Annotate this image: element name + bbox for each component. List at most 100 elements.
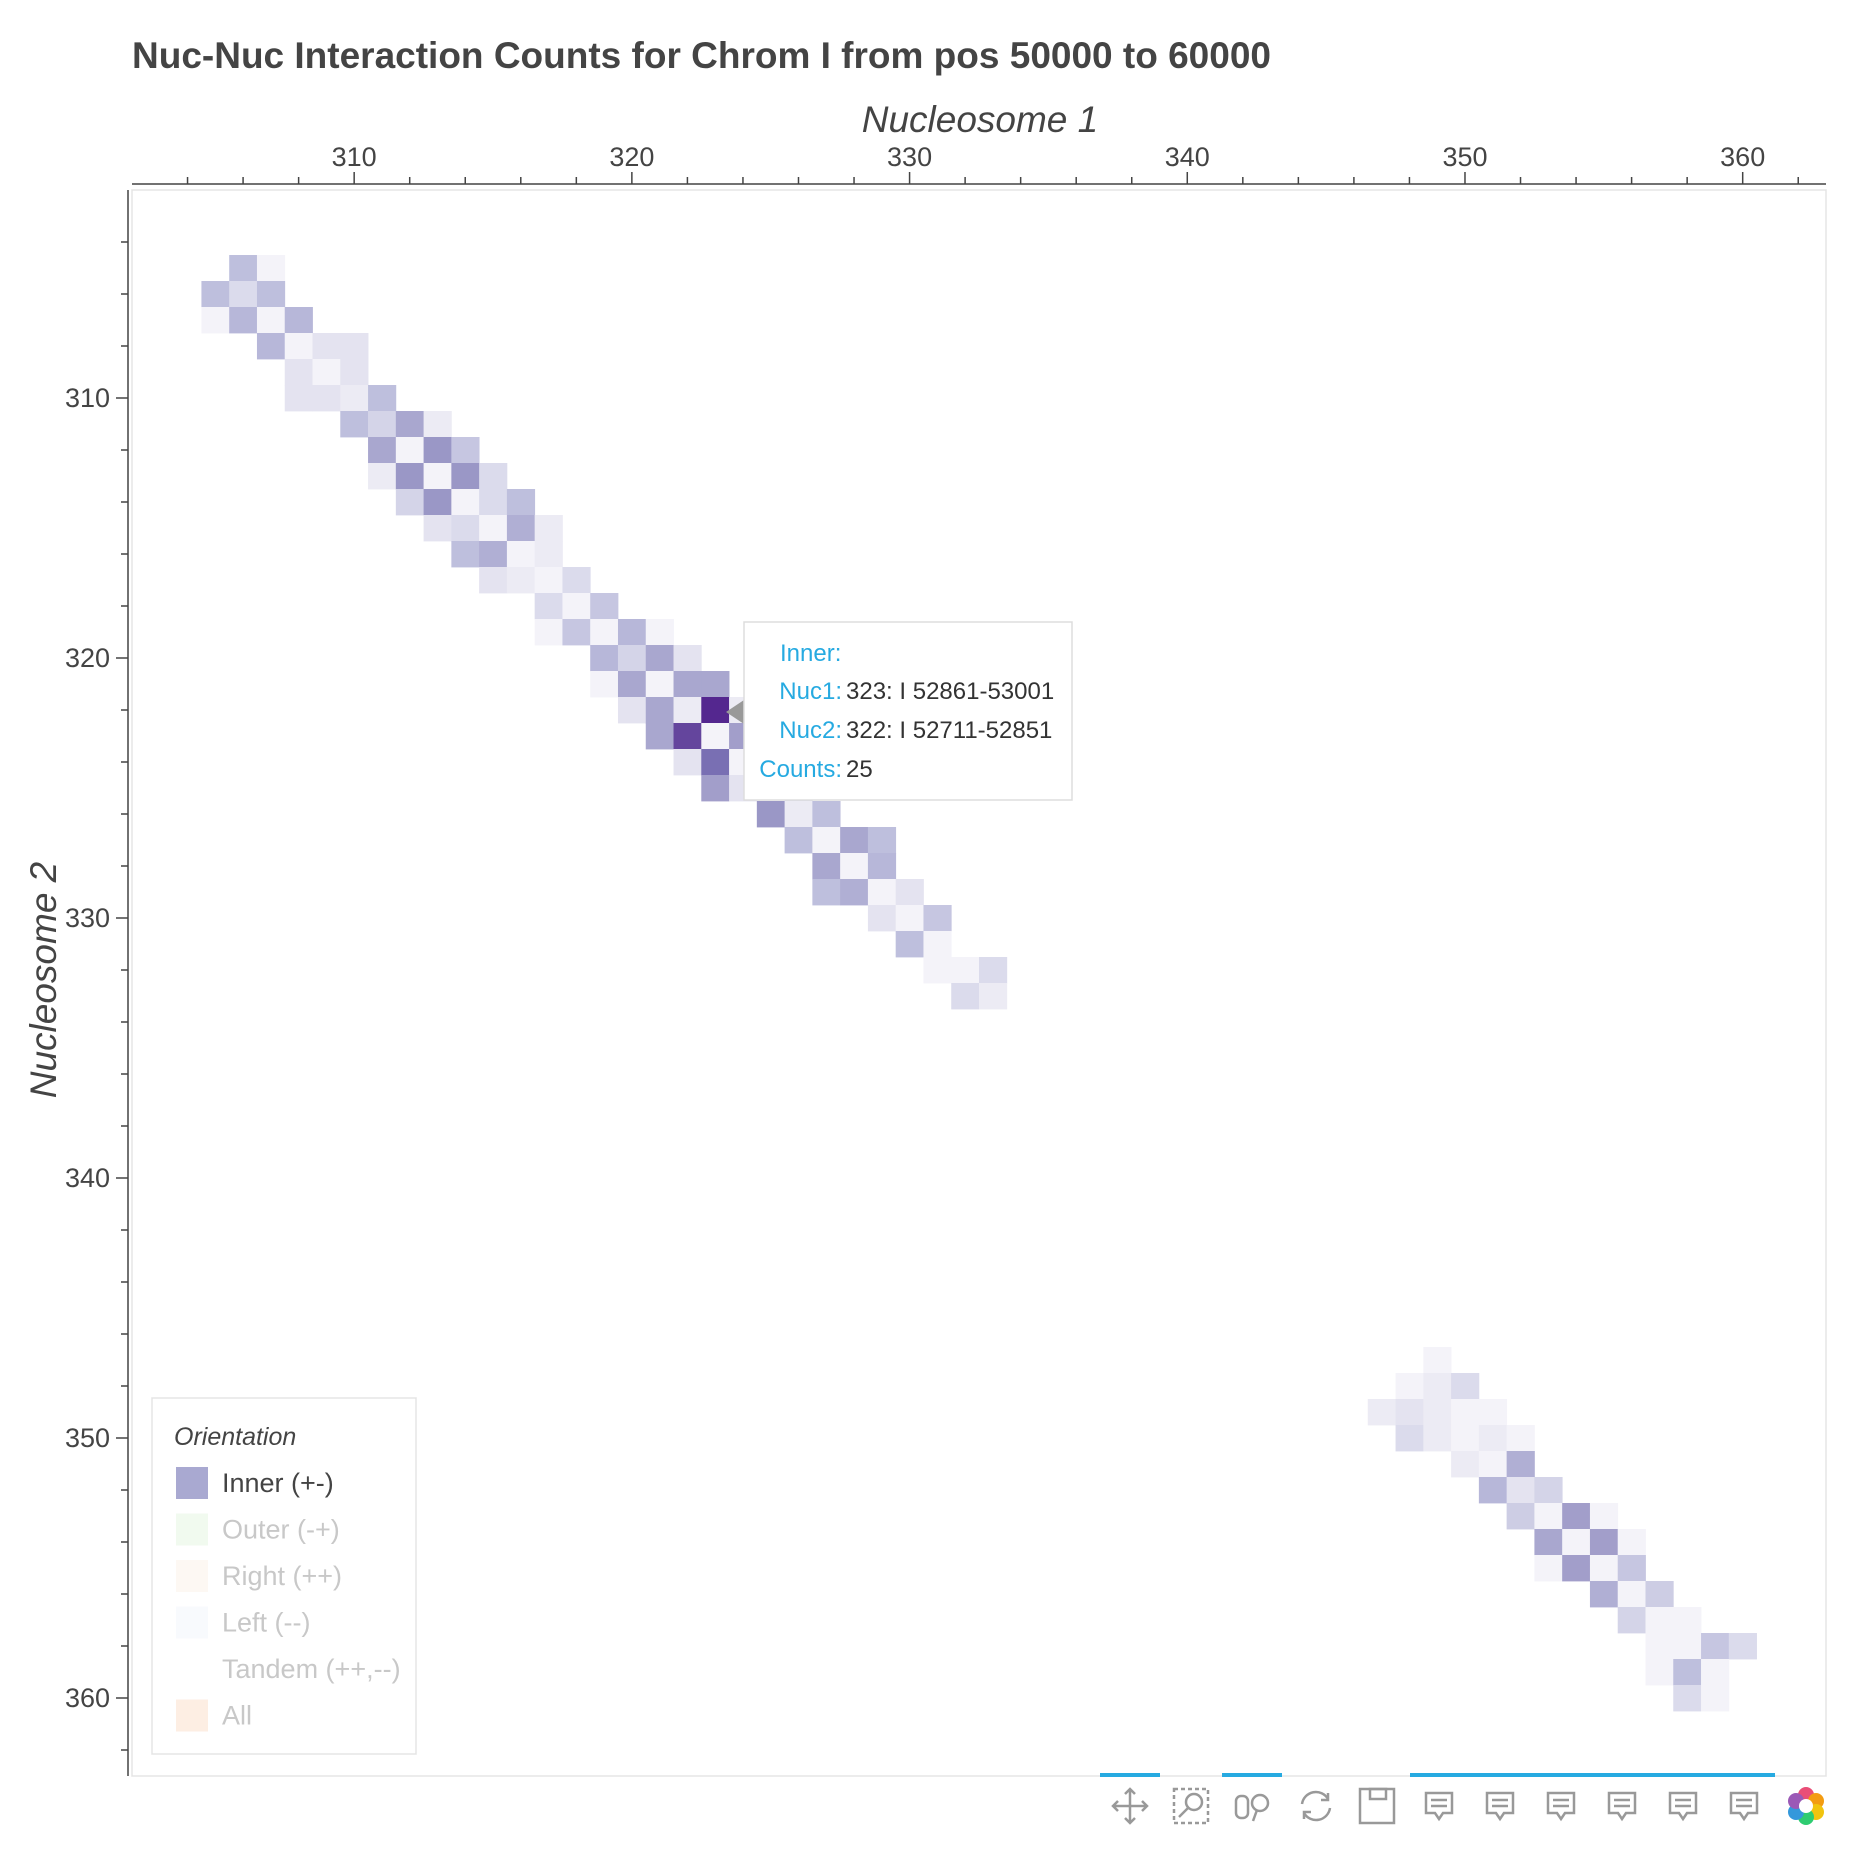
- heatmap-cell: [1451, 1425, 1480, 1452]
- y-tick-label: 330: [65, 903, 110, 933]
- heatmap-cell: [951, 957, 980, 984]
- box-zoom-icon[interactable]: [1172, 1787, 1210, 1825]
- heatmap-cell: [645, 619, 674, 646]
- hover-icon[interactable]: [1424, 1791, 1454, 1822]
- tooltip-box: [743, 621, 1073, 801]
- legend-item[interactable]: Outer (-+): [176, 1513, 340, 1546]
- tooltip-pointer: [726, 700, 744, 724]
- heatmap-cell: [451, 489, 480, 516]
- toolbar: [1100, 1773, 1824, 1825]
- heatmap-cell: [645, 697, 674, 724]
- legend-item[interactable]: Tandem (++,--): [176, 1653, 401, 1685]
- heatmap-cell: [1506, 1477, 1535, 1504]
- heatmap-cell: [1589, 1503, 1619, 1530]
- hover-icon[interactable]: [1607, 1791, 1637, 1822]
- tooltip-heading: Inner:: [780, 640, 841, 667]
- heatmap-cell: [617, 645, 647, 672]
- hover-icon[interactable]: [1729, 1791, 1759, 1822]
- heatmap-cell: [201, 281, 230, 308]
- heatmap-cell: [340, 333, 369, 360]
- heatmap-cell: [590, 671, 619, 698]
- hover-icon[interactable]: [1668, 1791, 1698, 1822]
- heatmap-cell: [617, 619, 647, 646]
- heatmap-cell: [368, 411, 397, 438]
- heatmap-cell: [1395, 1399, 1424, 1426]
- heatmap-cell: [256, 281, 286, 308]
- hover-icon[interactable]: [1546, 1791, 1576, 1822]
- y-tick-label: 350: [65, 1423, 110, 1453]
- heatmap-cell: [701, 697, 730, 724]
- heatmap-cell: [617, 671, 647, 698]
- heatmap-cell: [1728, 1633, 1757, 1660]
- heatmap-cell: [1423, 1399, 1452, 1426]
- heatmap-cell: [395, 411, 424, 438]
- heatmap-cell: [506, 515, 536, 542]
- wheel-zoom-icon[interactable]: [1234, 1793, 1270, 1822]
- legend-swatch: [176, 1560, 208, 1592]
- heatmap-cell: [479, 541, 508, 568]
- legend-swatch: [176, 1513, 208, 1546]
- legend-item[interactable]: All: [176, 1699, 252, 1732]
- hover-icon[interactable]: [1485, 1791, 1515, 1822]
- save-icon[interactable]: [1358, 1787, 1396, 1825]
- heatmap-cell: [784, 801, 813, 828]
- heatmap-cell: [534, 515, 563, 542]
- hover-tooltip: Inner: Nuc1: 323: I 52861-53001 Nuc2: 32…: [726, 621, 1073, 801]
- heatmap-cell: [1673, 1633, 1702, 1660]
- heatmap-cell: [1534, 1503, 1563, 1530]
- legend-label: Outer (-+): [222, 1515, 340, 1545]
- heatmap-cell: [1478, 1477, 1508, 1504]
- tooltip-counts-value: 25: [846, 756, 873, 783]
- legend-item[interactable]: Inner (+-): [176, 1467, 334, 1499]
- x-tick-label: 310: [332, 142, 377, 172]
- heatmap-cell: [368, 437, 397, 464]
- tooltip-counts-label: Counts:: [759, 756, 842, 783]
- heatmap-cell: [395, 437, 424, 464]
- tooltip-nuc2-label: Nuc2:: [779, 717, 842, 744]
- heatmap-cell: [1367, 1399, 1396, 1426]
- heatmap-cell: [673, 645, 702, 672]
- pan-icon[interactable]: [1111, 1787, 1149, 1825]
- heatmap-cell: [923, 931, 952, 958]
- heatmap-cell: [479, 489, 508, 516]
- heatmap-cell: [1562, 1529, 1591, 1556]
- heatmap-cell: [1645, 1607, 1674, 1634]
- heatmap-cell: [1701, 1659, 1730, 1686]
- legend-item[interactable]: Right (++): [176, 1560, 342, 1592]
- heatmap-cell: [867, 905, 897, 932]
- y-tick-label: 360: [65, 1683, 110, 1713]
- heatmap-cell: [673, 749, 702, 776]
- active-drag-indicator: [1100, 1773, 1160, 1777]
- heatmap-cell: [312, 333, 341, 360]
- heatmap-cell: [506, 489, 536, 516]
- heatmap-cell: [340, 359, 369, 386]
- tooltip-nuc1-value: 323: I 52861-53001: [846, 678, 1054, 705]
- bokeh-logo[interactable]: [1788, 1787, 1824, 1825]
- legend-swatch: [176, 1699, 208, 1732]
- heatmap-cell: [1617, 1581, 1646, 1608]
- heatmap-cell: [1562, 1555, 1591, 1582]
- heatmap-cell: [506, 567, 536, 594]
- heatmap-cell: [229, 307, 258, 334]
- x-tick-label: 360: [1720, 142, 1765, 172]
- x-tick-label: 330: [887, 142, 932, 172]
- heatmap-cell: [923, 957, 952, 984]
- reset-icon[interactable]: [1300, 1790, 1332, 1822]
- heatmap-cell: [229, 281, 258, 308]
- legend-item[interactable]: Left (--): [176, 1606, 311, 1639]
- heatmap-cell: [312, 359, 341, 386]
- heatmap-cell: [423, 411, 452, 438]
- chart-title: Nuc-Nuc Interaction Counts for Chrom I f…: [132, 35, 1271, 76]
- tooltip-nuc1-label: Nuc1:: [779, 678, 842, 705]
- heatmap-cell: [1589, 1555, 1619, 1582]
- heatmap-cell: [590, 645, 619, 672]
- heatmap-cell: [534, 593, 563, 620]
- heatmap-cell: [423, 437, 452, 464]
- heatmap-cell: [1423, 1373, 1452, 1400]
- heatmap-cell: [701, 749, 730, 776]
- legend-label: Right (++): [222, 1561, 342, 1591]
- heatmap-cell: [284, 385, 313, 412]
- heatmap-cell: [451, 515, 480, 542]
- heatmap-cell: [840, 853, 869, 880]
